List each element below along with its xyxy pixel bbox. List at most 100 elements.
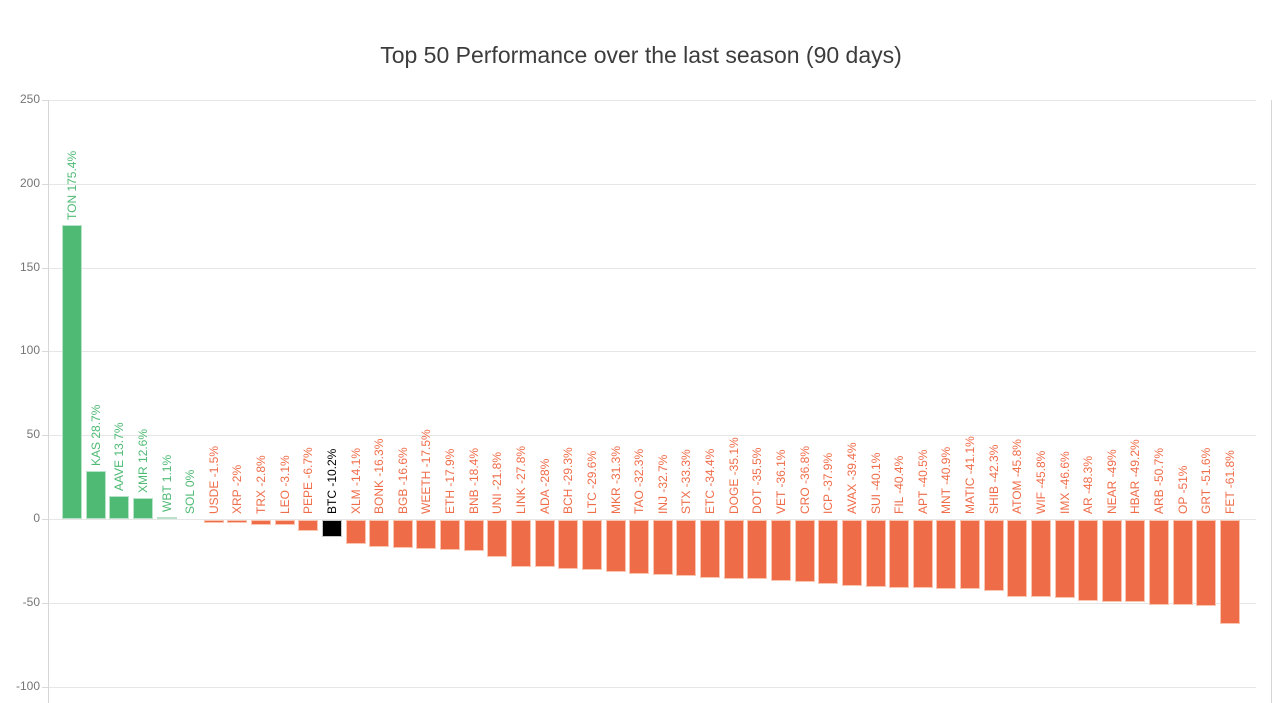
bar-label-ETC: ETC -34.4% (703, 448, 718, 514)
bar-DOT[interactable] (747, 520, 768, 580)
bar-label-AAVE: AAVE 13.7% (112, 422, 127, 492)
bar-label-ICP: ICP -37.9% (821, 452, 836, 514)
bar-GRT[interactable] (1196, 520, 1217, 607)
bar-MATIC[interactable] (960, 520, 981, 589)
bar-USDE[interactable] (203, 520, 224, 523)
bar-label-GRT: GRT -51.6% (1199, 447, 1214, 514)
bar-WIF[interactable] (1030, 520, 1051, 597)
bar-label-APT: APT -40.5% (915, 449, 930, 514)
y-tick-label: 150 (19, 259, 40, 274)
bar-AVAX[interactable] (841, 520, 862, 587)
bar-APT[interactable] (912, 520, 933, 588)
bar-DOGE[interactable] (723, 520, 744, 579)
bar-label-ATOM: ATOM -45.8% (1010, 439, 1025, 514)
bar-FIL[interactable] (889, 520, 910, 588)
bar-NEAR[interactable] (1101, 520, 1122, 603)
y-axis-tick (42, 435, 48, 437)
bar-HBAR[interactable] (1125, 520, 1146, 603)
bar-label-SUI: SUI -40.1% (868, 452, 883, 514)
bar-label-BTC: BTC -10.2% (324, 448, 339, 514)
gridline (48, 519, 1256, 520)
bar-label-DOT: DOT -35.5% (750, 447, 765, 514)
plot-right-border (1271, 100, 1272, 703)
bar-OP[interactable] (1172, 520, 1193, 606)
bar-TON[interactable] (62, 225, 82, 519)
bar-BONK[interactable] (369, 520, 390, 548)
bar-MNT[interactable] (936, 520, 957, 589)
bar-BCH[interactable] (558, 520, 579, 570)
bar-label-ARB: ARB -50.7% (1152, 447, 1167, 514)
bar-ATOM[interactable] (1007, 520, 1028, 597)
bar-label-HBAR: HBAR -49.2% (1128, 439, 1143, 514)
bar-ETC[interactable] (700, 520, 721, 578)
bar-LEO[interactable] (274, 520, 295, 526)
bar-label-ETH: ETH -17.9% (443, 448, 458, 514)
bar-label-MNT: MNT -40.9% (939, 446, 954, 514)
bar-label-CRO: CRO -36.8% (797, 445, 812, 514)
bar-WEETH[interactable] (416, 520, 437, 550)
bar-BNB[interactable] (463, 520, 484, 551)
bar-label-FIL: FIL -40.4% (892, 455, 907, 514)
bar-AR[interactable] (1078, 520, 1099, 601)
bar-ARB[interactable] (1149, 520, 1170, 605)
gridline (48, 435, 1256, 437)
y-axis-tick (42, 183, 48, 185)
bar-TAO[interactable] (629, 520, 650, 575)
bar-label-TRX: TRX -2.8% (254, 455, 269, 514)
gridline (48, 267, 1256, 269)
bar-label-XLM: XLM -14.1% (348, 447, 363, 514)
y-axis-tick (42, 267, 48, 269)
y-axis-tick (42, 519, 48, 520)
bar-XMR[interactable] (132, 497, 153, 519)
bar-STX[interactable] (676, 520, 697, 576)
bar-VET[interactable] (770, 520, 791, 581)
bar-ICP[interactable] (818, 520, 839, 584)
bar-KAS[interactable] (85, 470, 106, 519)
bar-label-SOL: SOL 0% (183, 469, 198, 514)
bar-CRO[interactable] (794, 520, 815, 582)
bar-SUI[interactable] (865, 520, 886, 588)
gridline (48, 686, 1256, 688)
bar-label-USDE: USDE -1.5% (206, 445, 221, 514)
bar-LINK[interactable] (511, 520, 532, 567)
bar-FET[interactable] (1220, 520, 1241, 624)
bar-label-WIF: WIF -45.8% (1033, 450, 1048, 514)
bar-label-BNB: BNB -18.4% (466, 447, 481, 514)
gridline (48, 602, 1256, 604)
bar-XRP[interactable] (227, 520, 248, 524)
y-tick-label: 0 (33, 511, 40, 525)
bar-IMX[interactable] (1054, 520, 1075, 599)
bar-SHIB[interactable] (983, 520, 1004, 591)
bar-label-AR: AR -48.3% (1081, 455, 1096, 514)
bar-label-XMR: XMR 12.6% (135, 428, 150, 493)
y-tick-label: -100 (15, 678, 40, 693)
y-tick-label: 250 (19, 92, 40, 106)
bar-UNI[interactable] (487, 520, 508, 557)
bar-TRX[interactable] (251, 520, 272, 525)
gridline (48, 100, 1256, 101)
bar-label-WEETH: WEETH -17.5% (419, 429, 434, 514)
y-tick-label: 100 (19, 343, 40, 358)
bar-label-LTC: LTC -29.6% (584, 450, 599, 514)
bar-label-DOGE: DOGE -35.1% (726, 437, 741, 514)
bar-LTC[interactable] (581, 520, 602, 570)
bar-BTC[interactable] (321, 520, 342, 538)
bar-INJ[interactable] (652, 520, 673, 575)
y-axis-tick (42, 686, 48, 688)
bar-PEPE[interactable] (298, 520, 319, 532)
bar-MKR[interactable] (605, 520, 626, 573)
bar-WBT[interactable] (156, 517, 177, 520)
bar-AAVE[interactable] (109, 496, 130, 519)
bar-label-MKR: MKR -31.3% (608, 445, 623, 514)
bar-label-TON: TON 175.4% (65, 150, 79, 221)
bar-label-KAS: KAS 28.7% (88, 404, 103, 466)
bar-ETH[interactable] (440, 520, 461, 550)
bar-XLM[interactable] (345, 520, 366, 544)
bar-label-STX: STX -33.3% (679, 449, 694, 514)
bar-label-IMX: IMX -46.6% (1057, 451, 1072, 514)
y-axis-tick (42, 602, 48, 604)
bar-ADA[interactable] (534, 520, 555, 567)
bar-BGB[interactable] (392, 520, 413, 548)
bar-label-TAO: TAO -32.3% (632, 448, 647, 514)
bar-label-INJ: INJ -32.7% (655, 454, 670, 514)
